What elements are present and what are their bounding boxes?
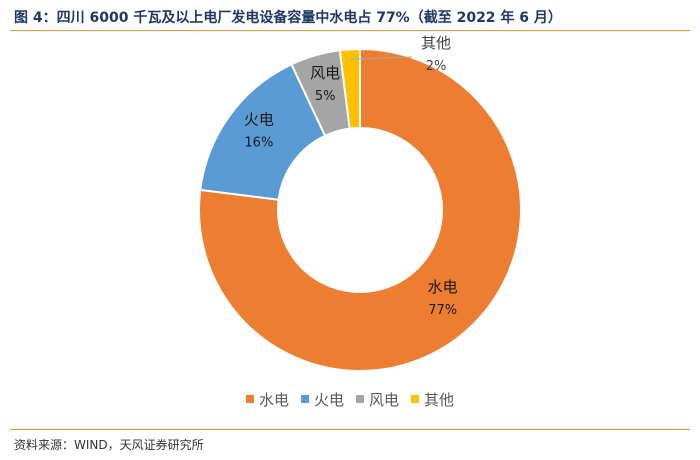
value-label-thermal: 16% (244, 136, 273, 151)
source-note: 资料来源：WIND，天风证券研究所 (14, 438, 204, 452)
title-divider (10, 30, 690, 31)
chart-legend: 水电 火电 风电 其他 (246, 391, 454, 409)
category-label-wind: 风电 (310, 64, 340, 82)
value-label-other: 2% (426, 59, 447, 74)
category-label-thermal: 火电 (244, 111, 274, 129)
data-labels: 水电 77% 火电 16% 风电 5% 其他 2% (244, 34, 458, 318)
leader-lines (350, 56, 413, 60)
leader-line-other (350, 56, 413, 60)
footer-divider (10, 429, 690, 430)
category-label-other: 其他 (421, 34, 451, 52)
value-label-hydro: 77% (428, 303, 457, 318)
value-label-wind: 5% (315, 89, 336, 104)
legend-swatch-hydro (246, 395, 254, 403)
legend-swatch-thermal (301, 395, 309, 403)
slice-hydro (198, 47, 522, 372)
legend-label-wind: 风电 (369, 391, 399, 409)
legend-label-thermal: 火电 (314, 391, 344, 409)
chart-slices (198, 47, 522, 372)
legend-swatch-wind (356, 395, 364, 403)
figure-title: 图 4：四川 6000 千瓦及以上电厂发电设备容量中水电占 77%（截至 202… (14, 10, 562, 26)
slice-other (338, 47, 361, 130)
legend-label-hydro: 水电 (259, 391, 289, 409)
legend-swatch-other (411, 395, 419, 403)
slice-thermal (199, 62, 327, 201)
legend-label-other: 其他 (424, 391, 454, 409)
category-label-hydro: 水电 (428, 278, 458, 296)
